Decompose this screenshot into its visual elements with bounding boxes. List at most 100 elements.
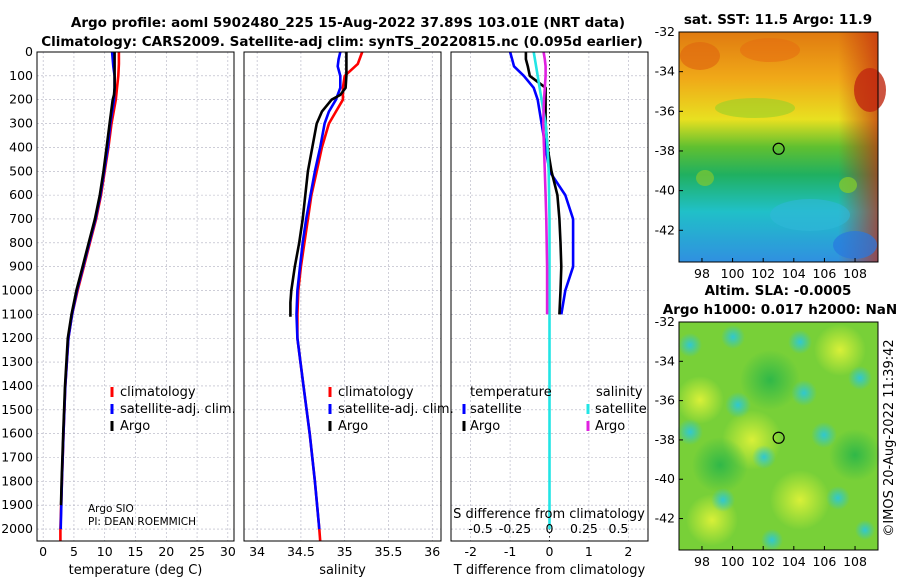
sla-low-anomaly: [811, 422, 837, 448]
sst-warm-patch: [740, 38, 800, 62]
legend-title-salinity: salinity: [596, 385, 643, 400]
x-tick-label: -1: [504, 544, 516, 559]
sst-cold-patch: [833, 231, 877, 259]
sla-low-anomaly: [711, 488, 735, 512]
argo-location-circle: [772, 142, 785, 155]
x-tick-label: 0: [546, 544, 554, 559]
s-difference-ticks: -0.5 -0.25 0 0.25 0.5: [468, 521, 628, 536]
sst-map-title: sat. SST: 11.5 Argo: 11.9: [684, 12, 872, 28]
plot-frame: [450, 51, 649, 542]
map-x-tick-label: 104: [782, 554, 806, 569]
sla-map-title-1: Altim. SLA: -0.0005: [705, 283, 852, 299]
temperature-legend: climatology satellite-adj. clim. Argo: [110, 385, 236, 434]
x-tick-label: 20: [158, 544, 174, 559]
map-y-tick-label: -32: [655, 24, 675, 39]
legend-label-climatology: climatology: [338, 385, 414, 400]
x-tick-label: 30: [220, 544, 236, 559]
sla-high-anomaly: [676, 376, 724, 424]
argo-location-circle: [772, 431, 785, 444]
map-x-tick-label: 104: [782, 266, 806, 281]
y-tick-label: 1800: [1, 473, 33, 488]
map-y-tick-label: -38: [655, 432, 675, 447]
map-y-tick-label: -36: [655, 393, 675, 408]
y-tick-label: 400: [9, 139, 33, 154]
y-tick-label: 1100: [1, 306, 33, 321]
y-tick-label: 200: [9, 92, 33, 107]
map-y-tick-label: -42: [655, 222, 675, 237]
sla-map-frame: [678, 321, 879, 551]
x-tick-label: 2: [624, 544, 632, 559]
difference-legend: temperature salinity satellite Argo sate…: [462, 385, 647, 434]
map-y-tick-label: -32: [655, 314, 675, 329]
legend-label-satellite: satellite-adj. clim.: [120, 402, 236, 417]
sla-low-anomaly: [791, 380, 817, 406]
series-line-satellite-adj-clim-: [295, 51, 342, 530]
y-tick-label: 900: [9, 259, 33, 274]
sst-cool-patch: [770, 199, 850, 231]
x-tick-label: 15: [128, 544, 144, 559]
legend-label-argo: Argo: [120, 419, 150, 434]
x-tick-label: 35: [337, 544, 353, 559]
s-tick-label: 0: [546, 521, 554, 536]
sla-map-axes: 98 100 102 104 106 108 -32 -34 -36 -38 -40 -42: [655, 314, 867, 569]
series-line-argo: [289, 52, 348, 317]
map-x-tick-label: 98: [694, 266, 710, 281]
legend-title-temperature: temperature: [470, 385, 552, 400]
sla-mid-anomaly: [692, 437, 748, 493]
y-tick-label: 500: [9, 163, 33, 178]
sst-eddy: [696, 170, 714, 186]
x-tick-label: 1: [585, 544, 593, 559]
y-tick-label: 100: [9, 68, 33, 83]
series-line-climatology: [296, 51, 364, 542]
sla-low-anomaly: [788, 330, 812, 354]
difference-panel: -2 -1 0 1 2 T difference from climatology: [450, 51, 649, 578]
map-x-tick-label: 98: [694, 554, 710, 569]
sla-map-title-2: Argo h1000: 0.017 h2000: NaN: [663, 302, 897, 318]
legend-label-temp-satellite: satellite: [470, 402, 522, 417]
sla-low-anomaly: [752, 445, 776, 469]
map-y-tick-label: -38: [655, 143, 675, 158]
sla-map: [676, 321, 881, 551]
map-x-tick-label: 108: [843, 554, 867, 569]
sst-argo-marker: [772, 142, 785, 155]
sla-low-anomaly: [677, 419, 703, 445]
map-y-tick-label: -40: [655, 183, 675, 198]
series-line-satellite: [508, 51, 575, 315]
x-tick-label: 36: [424, 544, 440, 559]
s-tick-label: -0.25: [499, 521, 531, 536]
s-difference-label: S difference from climatology: [453, 507, 645, 522]
map-x-tick-label: 102: [751, 554, 775, 569]
y-tick-label: 1000: [1, 283, 33, 298]
x-tick-label: 34: [249, 544, 265, 559]
x-tick-label: 35.5: [375, 544, 403, 559]
credit-line-2: PI: DEAN ROEMMICH: [88, 516, 196, 528]
x-tick-label: 0: [39, 544, 47, 559]
y-tick-label: 1900: [1, 497, 33, 512]
sla-low-anomaly: [826, 486, 850, 510]
y-tick-label: 1500: [1, 402, 33, 417]
x-tick-label: 25: [189, 544, 205, 559]
salinity-panel: 34 34.5 35 35.5 36 salinity: [243, 51, 442, 578]
y-tick-label: 1600: [1, 426, 33, 441]
map-y-tick-label: -34: [655, 64, 675, 79]
title-line-2: Climatology: CARS2009. Satellite-adj cli…: [41, 34, 643, 50]
map-y-tick-label: -42: [655, 511, 675, 526]
x-axis-label: salinity: [319, 563, 366, 578]
legend-label-sal-satellite: satellite: [595, 402, 647, 417]
credit-line-1: Argo SIO: [88, 503, 134, 515]
sla-low-anomaly: [721, 325, 745, 349]
map-x-tick-label: 108: [843, 266, 867, 281]
series-line-satellite: [532, 51, 551, 530]
salinity-legend: climatology satellite-adj. clim. Argo: [328, 385, 454, 434]
sla-low-anomaly: [855, 520, 875, 540]
y-tick-label: 2000: [1, 521, 33, 536]
x-tick-label: 5: [70, 544, 78, 559]
sla-argo-marker: [772, 431, 785, 444]
series-line-argo: [59, 52, 116, 506]
x-tick-label: 34.5: [287, 544, 315, 559]
sla-low-anomaly: [761, 529, 783, 551]
y-tick-label: 1700: [1, 450, 33, 465]
legend-label-argo: Argo: [338, 419, 368, 434]
x-tick-label: -2: [464, 544, 476, 559]
